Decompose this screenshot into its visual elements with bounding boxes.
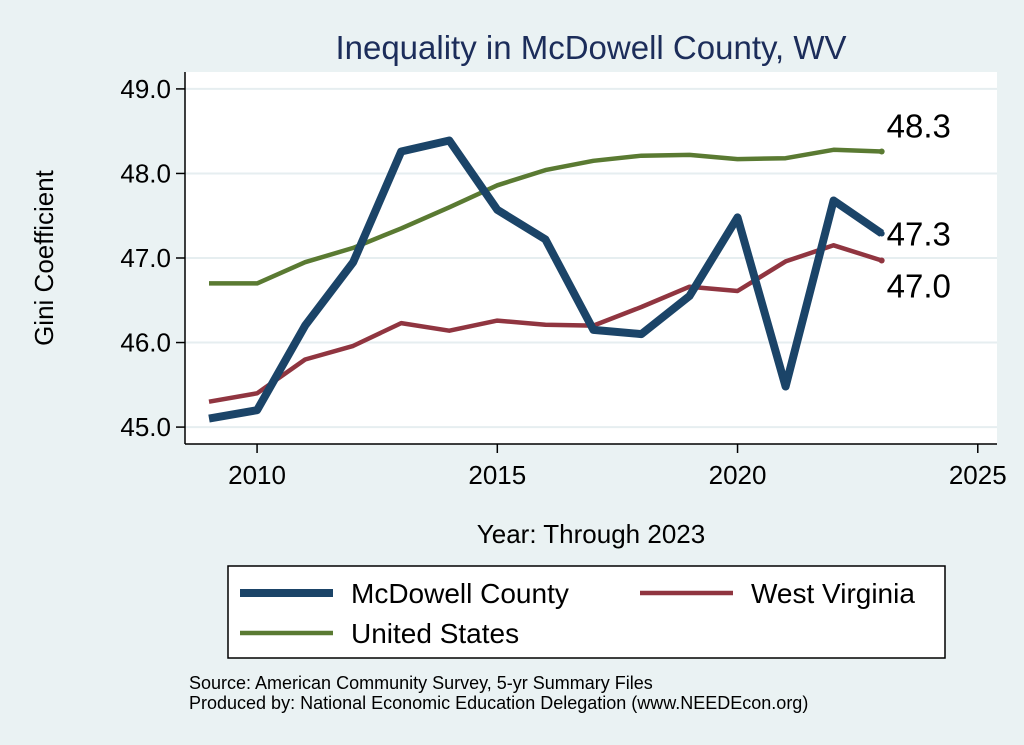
series-line-west-virginia bbox=[208, 243, 883, 404]
y-tick-label: 48.0 bbox=[120, 158, 171, 188]
legend-box bbox=[227, 565, 946, 659]
end-labels: 47.3 47.0 48.3 bbox=[887, 107, 951, 304]
legend-label-mcdowell-county: McDowell County bbox=[351, 578, 569, 609]
y-tick-label: 47.0 bbox=[120, 243, 171, 273]
y-tick-label: 49.0 bbox=[120, 74, 171, 104]
series-line-united-states bbox=[209, 147, 882, 286]
legend-label-united-states: United States bbox=[351, 618, 519, 649]
x-tick-label: 2010 bbox=[228, 460, 286, 490]
x-tick-label: 2025 bbox=[949, 460, 1007, 490]
end-label-united-states: 48.3 bbox=[887, 107, 951, 144]
chart-title: Inequality in McDowell County, WV bbox=[335, 29, 846, 66]
series-line-mcdowell-county bbox=[208, 136, 884, 423]
end-point-mcdowell-county bbox=[878, 230, 885, 237]
producer-note: Produced by: National Economic Education… bbox=[189, 693, 808, 713]
axes: 45.0 46.0 47.0 48.0 49.0 2010 2015 2020 2025 bbox=[120, 72, 1007, 490]
legend-label-west-virginia: West Virginia bbox=[751, 578, 915, 609]
end-label-mcdowell-county: 47.3 bbox=[887, 215, 951, 252]
x-axis-title: Year: Through 2023 bbox=[477, 519, 705, 549]
y-tick-label: 46.0 bbox=[120, 328, 171, 358]
source-note: Source: American Community Survey, 5-yr … bbox=[189, 673, 653, 693]
x-tick-label: 2020 bbox=[709, 460, 767, 490]
series bbox=[208, 136, 885, 423]
legend: McDowell County West Virginia United State… bbox=[227, 565, 946, 659]
end-point-united-states bbox=[878, 148, 885, 155]
end-point-west-virginia bbox=[878, 257, 885, 264]
end-label-west-virginia: 47.0 bbox=[887, 268, 951, 305]
y-tick-label: 45.0 bbox=[120, 412, 171, 442]
x-tick-label: 2015 bbox=[468, 460, 526, 490]
y-axis-title: Gini Coefficient bbox=[29, 169, 59, 346]
